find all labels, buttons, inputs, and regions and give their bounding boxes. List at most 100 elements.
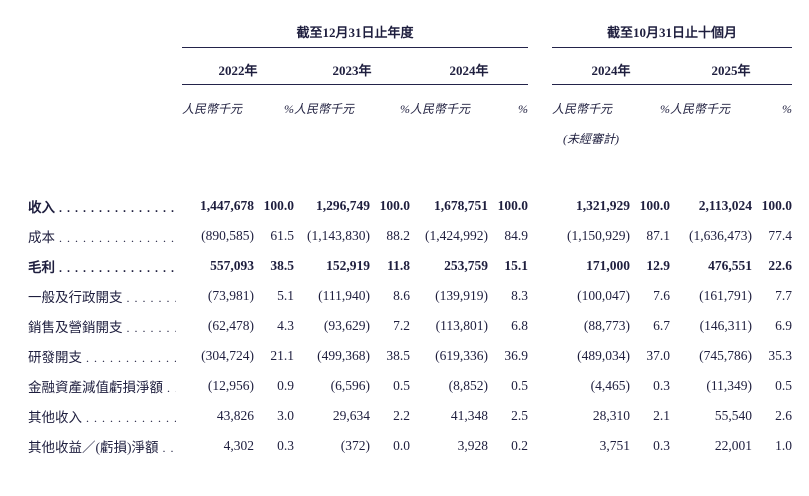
- percent-cell: 36.9: [504, 348, 528, 363]
- value-cell: (8,852): [448, 378, 488, 393]
- percent-cell: 100.0: [761, 198, 792, 213]
- dot-leader: [86, 350, 176, 366]
- table-row: 金融資產減值虧損淨額 (12,956) 0.9 (6,596) 0.5 (8,852) 0.…: [28, 371, 809, 401]
- value-cell: (372): [340, 438, 370, 453]
- value-cell: (161,791): [699, 288, 752, 303]
- value-cell: (1,143,830): [307, 228, 370, 243]
- value-cell: (1,150,929): [567, 228, 630, 243]
- value-cell: (1,636,473): [689, 228, 752, 243]
- dot-leader: [167, 380, 176, 396]
- percent-sign-label: %: [660, 102, 670, 116]
- row-label: 其他收益／(虧損)淨額: [28, 436, 182, 456]
- table-row: 研發開支 (304,724) 21.1 (499,368) 38.5 (619,336) 3…: [28, 341, 809, 371]
- percent-cell: 0.0: [393, 438, 410, 453]
- dot-leader: [127, 320, 177, 336]
- percent-cell: 6.7: [653, 318, 670, 333]
- unit-label-rmb-thousands: 人民幣千元: [552, 102, 613, 116]
- percent-cell: 21.1: [270, 348, 294, 363]
- value-cell: (139,919): [435, 288, 488, 303]
- percent-cell: 5.1: [277, 288, 294, 303]
- value-cell: 253,759: [444, 258, 488, 273]
- value-cell: 171,000: [586, 258, 630, 273]
- percent-cell: 100.0: [497, 198, 528, 213]
- value-cell: 22,001: [714, 438, 752, 453]
- value-cell: (619,336): [435, 348, 488, 363]
- percent-cell: 2.5: [511, 408, 528, 423]
- percent-cell: 8.3: [511, 288, 528, 303]
- percent-cell: 35.3: [768, 348, 792, 363]
- value-cell: (489,034): [577, 348, 630, 363]
- value-cell: 55,540: [714, 408, 752, 423]
- year-header-row: 2022年 2023年 2024年 2024年 2025年: [28, 60, 809, 85]
- percent-sign-label: %: [400, 102, 410, 116]
- percent-cell: 0.5: [511, 378, 528, 393]
- value-cell: (93,629): [323, 318, 370, 333]
- percent-cell: 100.0: [379, 198, 410, 213]
- value-cell: (62,478): [207, 318, 254, 333]
- percent-cell: 7.7: [775, 288, 792, 303]
- table-row: 銷售及營銷開支 (62,478) 4.3 (93,629) 7.2 (113,801) 6.…: [28, 311, 809, 341]
- row-label-text: 其他收益／(虧損)淨額: [28, 440, 159, 455]
- percent-cell: 38.5: [270, 258, 294, 273]
- percent-cell: 0.3: [653, 438, 670, 453]
- value-cell: (745,786): [699, 348, 752, 363]
- row-label: 金融資產減值虧損淨額: [28, 376, 182, 396]
- percent-cell: 12.9: [646, 258, 670, 273]
- value-cell: 29,634: [332, 408, 370, 423]
- value-cell: 4,302: [223, 438, 254, 453]
- percent-cell: 0.3: [653, 378, 670, 393]
- dot-leader: [86, 410, 176, 426]
- percent-cell: 0.2: [511, 438, 528, 453]
- value-cell: (73,981): [207, 288, 254, 303]
- percent-cell: 0.5: [775, 378, 792, 393]
- row-label-text: 其他收入: [28, 410, 82, 425]
- row-label: 毛利: [28, 256, 182, 276]
- percent-cell: 11.8: [387, 258, 410, 273]
- row-label: 成本: [28, 226, 182, 246]
- value-cell: 28,310: [592, 408, 630, 423]
- value-cell: (304,724): [201, 348, 254, 363]
- unit-label-rmb-thousands: 人民幣千元: [182, 102, 243, 116]
- table-row: 其他收入 43,826 3.0 29,634 2.2 41,348 2.5 28,310 2.1…: [28, 401, 809, 431]
- percent-cell: 6.9: [775, 318, 792, 333]
- row-label-text: 銷售及營銷開支: [28, 320, 123, 335]
- percent-cell: 0.5: [393, 378, 410, 393]
- value-cell: 43,826: [216, 408, 254, 423]
- dot-leader: [163, 440, 177, 456]
- percent-cell: 88.2: [386, 228, 410, 243]
- unit-label-rmb-thousands: 人民幣千元: [410, 102, 471, 116]
- percent-cell: 1.0: [775, 438, 792, 453]
- row-label-text: 成本: [28, 230, 55, 245]
- percent-cell: 2.1: [653, 408, 670, 423]
- percent-cell: 2.6: [775, 408, 792, 423]
- percent-cell: 0.3: [277, 438, 294, 453]
- value-cell: (100,047): [577, 288, 630, 303]
- percent-cell: 100.0: [639, 198, 670, 213]
- value-cell: (88,773): [583, 318, 630, 333]
- percent-cell: 6.8: [511, 318, 528, 333]
- value-cell: (111,940): [318, 288, 370, 303]
- value-cell: (12,956): [207, 378, 254, 393]
- value-cell: 1,447,678: [200, 198, 254, 213]
- row-label: 收入: [28, 196, 182, 216]
- dot-leader: [127, 290, 177, 306]
- percent-sign-label: %: [518, 102, 528, 116]
- percent-cell: 7.2: [393, 318, 410, 333]
- unit-label-rmb-thousands: 人民幣千元: [670, 102, 731, 116]
- value-cell: (890,585): [201, 228, 254, 243]
- row-label-text: 一般及行政開支: [28, 290, 123, 305]
- value-cell: (1,424,992): [425, 228, 488, 243]
- row-label-text: 研發開支: [28, 350, 82, 365]
- value-cell: 1,296,749: [316, 198, 370, 213]
- value-cell: 557,093: [210, 258, 254, 273]
- unit-header-row: 人民幣千元 % 人民幣千元 % 人民幣千元 % 人民幣千元 % 人民幣千元 %: [28, 100, 809, 117]
- value-cell: (499,368): [317, 348, 370, 363]
- percent-cell: 7.6: [653, 288, 670, 303]
- table-row: 一般及行政開支 (73,981) 5.1 (111,940) 8.6 (139,919) 8…: [28, 281, 809, 311]
- row-label: 一般及行政開支: [28, 286, 182, 306]
- year-header-2024: 2024年: [410, 60, 528, 85]
- value-cell: 3,751: [599, 438, 630, 453]
- value-cell: 152,919: [326, 258, 370, 273]
- table-row: 其他收益／(虧損)淨額 4,302 0.3 (372) 0.0 3,928 0.2 3,751…: [28, 431, 809, 461]
